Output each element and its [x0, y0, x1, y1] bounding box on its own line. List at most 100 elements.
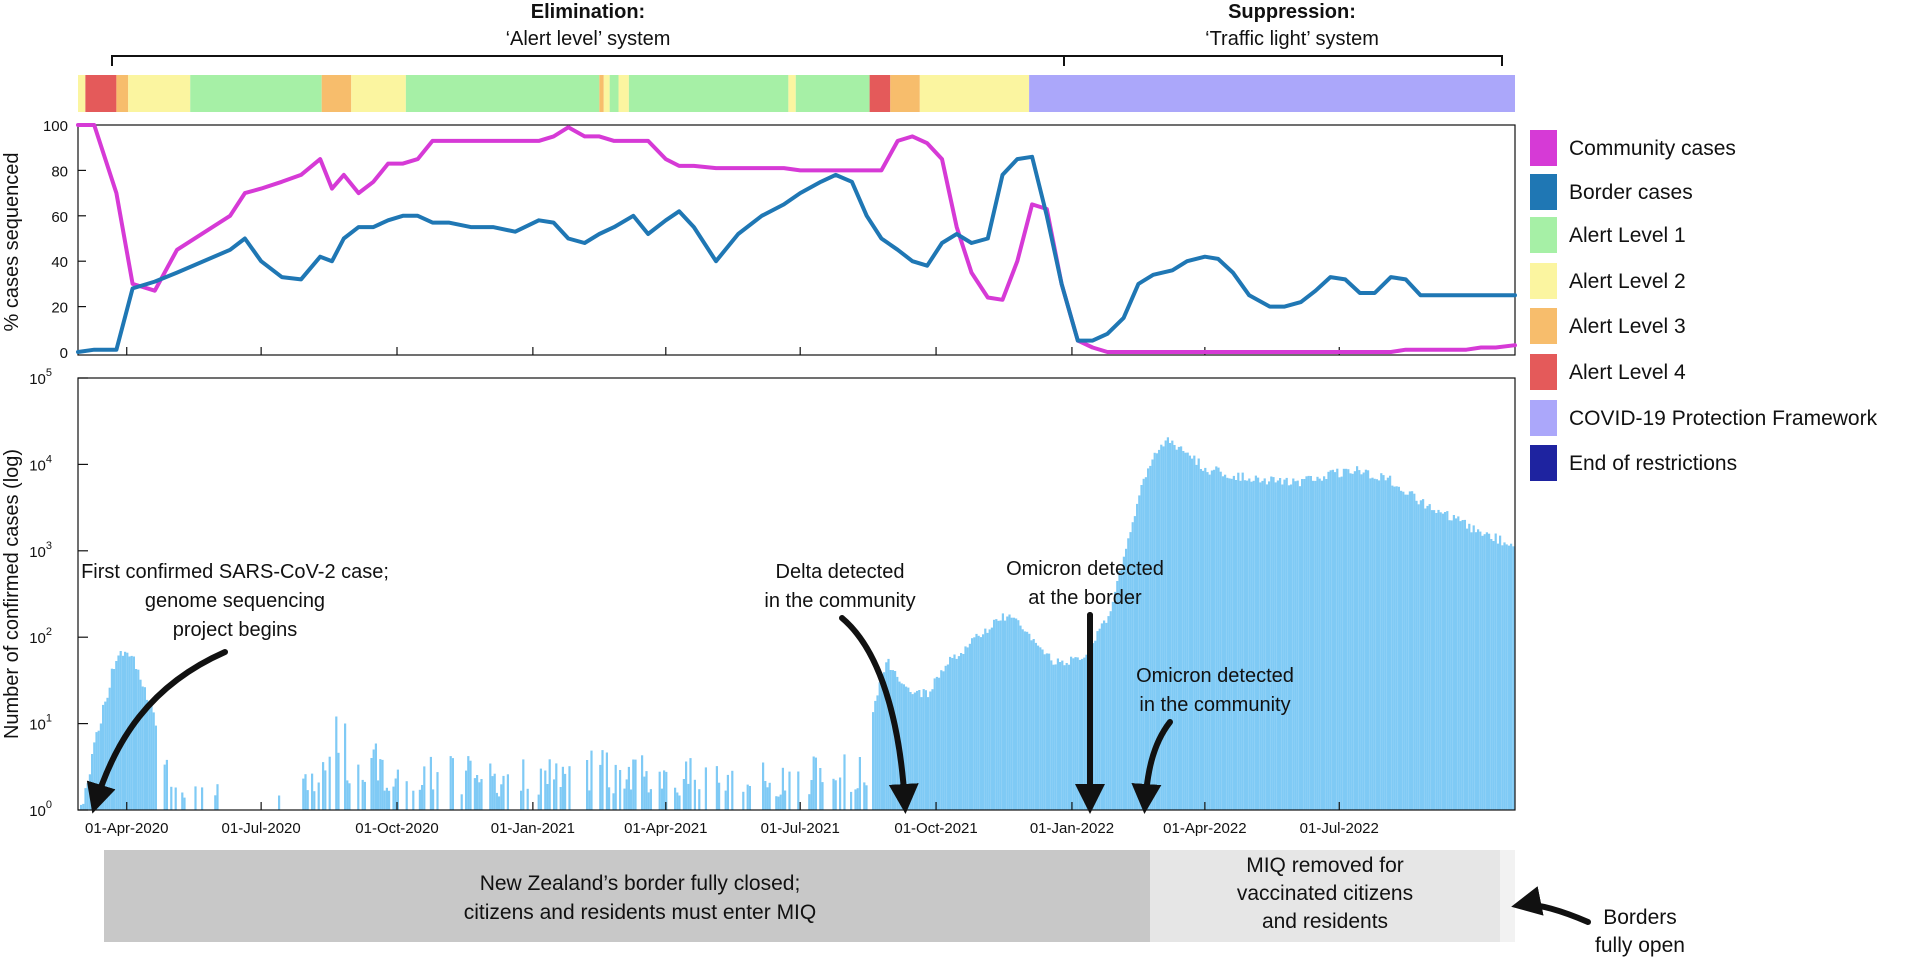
bottom-x-tick-label: 01-Jan-2021	[491, 820, 575, 837]
case-bar	[911, 694, 914, 810]
case-bar	[812, 756, 815, 810]
case-bar	[1026, 631, 1029, 810]
case-bar	[1221, 476, 1224, 810]
case-bar	[1083, 657, 1086, 810]
case-bar	[1450, 520, 1453, 810]
case-bar	[1149, 465, 1152, 810]
case-bar	[843, 754, 846, 810]
case-bar	[1129, 532, 1132, 810]
case-bar	[1340, 476, 1343, 810]
case-bar	[1191, 458, 1194, 810]
case-bar	[630, 789, 633, 810]
case-bar	[909, 692, 912, 810]
case-bar	[964, 646, 967, 810]
case-bar	[933, 678, 936, 810]
case-bar	[1054, 664, 1057, 810]
case-bar	[742, 791, 745, 810]
band-open-line-1: Borders	[1603, 906, 1677, 929]
case-bar	[1415, 500, 1418, 810]
case-bar	[1109, 611, 1112, 810]
case-bar	[834, 780, 837, 810]
case-bar	[348, 783, 351, 810]
case-bar	[86, 783, 89, 810]
bottom-y-tick-exponent: 0	[46, 799, 52, 811]
case-bar	[108, 687, 111, 810]
case-bar	[663, 770, 666, 810]
case-bar	[1384, 480, 1387, 810]
bottom-x-tick-label: 01-Jul-2022	[1300, 820, 1379, 837]
case-bar	[1510, 543, 1513, 810]
case-bar	[1417, 504, 1420, 810]
case-bar	[1008, 614, 1011, 810]
case-bar	[643, 776, 646, 810]
case-bar	[1413, 493, 1416, 810]
case-bar	[495, 792, 498, 810]
case-bar	[106, 697, 109, 810]
case-bar	[1481, 535, 1484, 810]
case-bar	[949, 656, 952, 810]
case-bar	[544, 770, 547, 810]
case-bar	[905, 686, 908, 810]
case-bar	[363, 781, 366, 810]
alert-segment-level2	[351, 75, 406, 112]
case-bar	[548, 759, 551, 810]
case-bar	[1103, 620, 1106, 810]
case-bar	[1466, 528, 1469, 810]
bottom-x-tick-label: 01-Oct-2021	[894, 820, 977, 837]
case-bar	[1052, 664, 1055, 810]
case-bar	[1023, 631, 1026, 810]
case-bar	[304, 774, 307, 810]
case-bar	[1045, 653, 1048, 810]
case-bar	[460, 794, 463, 810]
case-bar	[1430, 510, 1433, 810]
case-bar	[856, 788, 859, 810]
case-bar	[1105, 622, 1108, 810]
case-bar	[1345, 468, 1348, 810]
case-bar	[117, 655, 120, 810]
case-bar	[1472, 525, 1475, 810]
case-bar	[1287, 485, 1290, 810]
case-bar	[1505, 544, 1508, 810]
case-bar	[973, 637, 976, 810]
case-bar	[854, 789, 857, 810]
case-bar	[135, 669, 138, 810]
case-bar	[394, 778, 397, 810]
case-bar	[1250, 481, 1253, 810]
bottom-y-tick-exponent: 2	[46, 626, 52, 638]
case-bar	[1096, 631, 1099, 810]
case-bar	[1004, 620, 1007, 810]
case-bar	[522, 759, 525, 810]
case-bar	[1021, 629, 1024, 810]
case-bar	[1292, 478, 1295, 810]
case-bar	[278, 795, 281, 810]
case-bar	[762, 762, 765, 810]
case-bar	[1437, 509, 1440, 810]
case-bar	[1063, 665, 1066, 810]
band-closed-line-1: New Zealand’s border fully closed;	[480, 872, 801, 895]
case-bar	[317, 782, 320, 810]
case-bar	[922, 689, 925, 810]
alert-segment-level1	[795, 75, 870, 112]
case-bar	[1001, 613, 1004, 810]
case-bar	[139, 679, 142, 810]
case-bar	[1334, 472, 1337, 810]
case-bar	[988, 629, 991, 810]
case-bar	[685, 761, 688, 810]
case-bar	[1195, 464, 1198, 810]
case-bar	[748, 786, 751, 810]
case-bar	[874, 700, 877, 810]
case-bar	[1351, 473, 1354, 810]
case-bar	[931, 689, 934, 810]
case-bar	[872, 712, 875, 810]
case-bar	[1246, 480, 1249, 810]
case-bar	[1378, 480, 1381, 810]
case-bar	[216, 784, 219, 810]
case-bar	[619, 770, 622, 810]
annotation-delta: Delta detected in the community	[764, 561, 919, 814]
case-bar	[1393, 486, 1396, 810]
case-bar	[979, 637, 982, 810]
bottom-x-tick-label: 01-Jul-2021	[761, 820, 840, 837]
case-bar	[1032, 639, 1035, 810]
case-bar	[423, 766, 426, 810]
